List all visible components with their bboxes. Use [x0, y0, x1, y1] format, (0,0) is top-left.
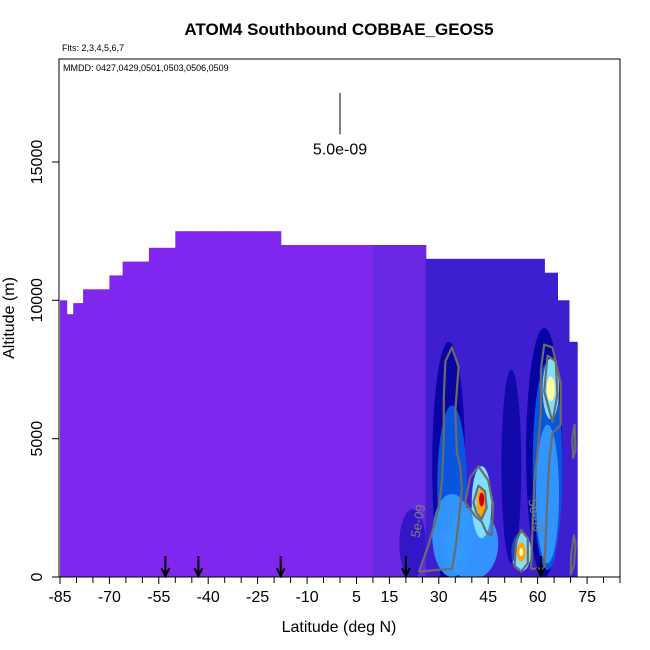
contour-label: 5e-09 — [408, 503, 429, 538]
heatmap-column — [293, 245, 308, 577]
heatmap-column — [346, 245, 361, 577]
flights-note: Flts: 2,3,4,5,6,7 — [62, 43, 124, 53]
heatmap-column — [122, 261, 137, 577]
x-tick-label: -40 — [197, 589, 220, 606]
contour-lines — [418, 343, 577, 576]
flight-arrow-head — [401, 567, 411, 579]
x-tick-label: 15 — [381, 589, 399, 606]
x-tick-label: 30 — [430, 589, 448, 606]
heatmap-blob — [501, 369, 522, 564]
flight-arrow-head — [193, 567, 204, 579]
heatmap-blob — [519, 548, 524, 557]
heatmap-column — [66, 314, 74, 577]
flight-arrow-head — [275, 567, 286, 579]
dates-note: MMDD: 0427,0429,0501,0503,0506,0509 — [63, 63, 229, 73]
x-tick-label: 5 — [352, 589, 361, 606]
heatmap-column — [73, 303, 84, 577]
heatmap-column — [214, 231, 229, 577]
heatmap-column — [228, 231, 242, 577]
contour-line — [569, 534, 577, 576]
heatmap-column — [135, 261, 150, 577]
scale-bar: 5.0e-09 — [313, 92, 367, 158]
x-tick-label: 75 — [578, 589, 596, 606]
x-tick-label: -10 — [296, 589, 319, 606]
heatmap-column — [188, 231, 203, 577]
contour-line — [571, 423, 577, 460]
y-tick-label: 0 — [29, 572, 46, 581]
heatmap-column — [320, 245, 334, 577]
contour-line — [464, 465, 495, 537]
heatmap-column — [241, 231, 255, 577]
x-tick-label: 60 — [529, 589, 547, 606]
heatmap-column — [109, 275, 124, 577]
contour-label: 5e-09 — [525, 498, 546, 533]
heatmap-column — [412, 245, 427, 577]
x-tick-label: -85 — [48, 589, 71, 606]
heatmap-column — [568, 341, 578, 577]
heatmap-column — [254, 231, 269, 577]
y-tick-label: 10000 — [29, 278, 46, 323]
heatmap-column — [280, 245, 295, 577]
contour-line — [513, 528, 529, 573]
heatmap-blob — [479, 492, 485, 507]
flight-arrow-head — [536, 567, 546, 579]
contour-line — [472, 484, 488, 521]
heatmap-column — [83, 289, 97, 577]
x-axis-label: Latitude (deg N) — [282, 619, 397, 636]
heatmap-blob — [546, 376, 555, 402]
x-tick-label: -70 — [98, 589, 121, 606]
contour-line — [543, 354, 559, 424]
contour-labels: 5e-09 5e-09 — [408, 498, 546, 539]
x-axis: -85 -70 -55 -40 -25 -10 5 15 30 45 60 75 — [48, 577, 621, 606]
x-tick-label: -55 — [147, 589, 170, 606]
heatmap-column — [175, 231, 190, 577]
heatmap-column — [267, 231, 282, 577]
chart-title: ATOM4 Southbound COBBAE_GEOS5 — [184, 20, 493, 39]
x-tick-label: -25 — [246, 589, 269, 606]
heatmap-column — [386, 245, 400, 577]
heatmap-column — [307, 245, 321, 577]
flight-arrow-head — [160, 567, 171, 579]
y-axis-label: Altitude (m) — [1, 277, 18, 359]
heatmap-column — [399, 245, 414, 577]
y-axis: 0 5000 10000 15000 — [29, 140, 59, 581]
x-tick-label: 45 — [479, 589, 497, 606]
flight-arrows — [160, 556, 546, 579]
y-tick-label: 5000 — [29, 421, 46, 457]
contour-line — [418, 346, 463, 573]
heatmap-column — [491, 258, 506, 577]
heatmap-column — [359, 245, 374, 577]
heatmap-column — [201, 231, 216, 577]
heatmap-column — [372, 245, 387, 577]
heatmap-column — [333, 245, 348, 577]
heatmap-cells — [60, 231, 578, 577]
heatmap-column — [96, 289, 110, 577]
scale-bar-label: 5.0e-09 — [313, 141, 367, 158]
y-tick-label: 15000 — [29, 140, 46, 185]
heatmap-column — [162, 247, 176, 577]
heatmap-column — [60, 300, 68, 577]
heatmap-column — [148, 247, 163, 577]
